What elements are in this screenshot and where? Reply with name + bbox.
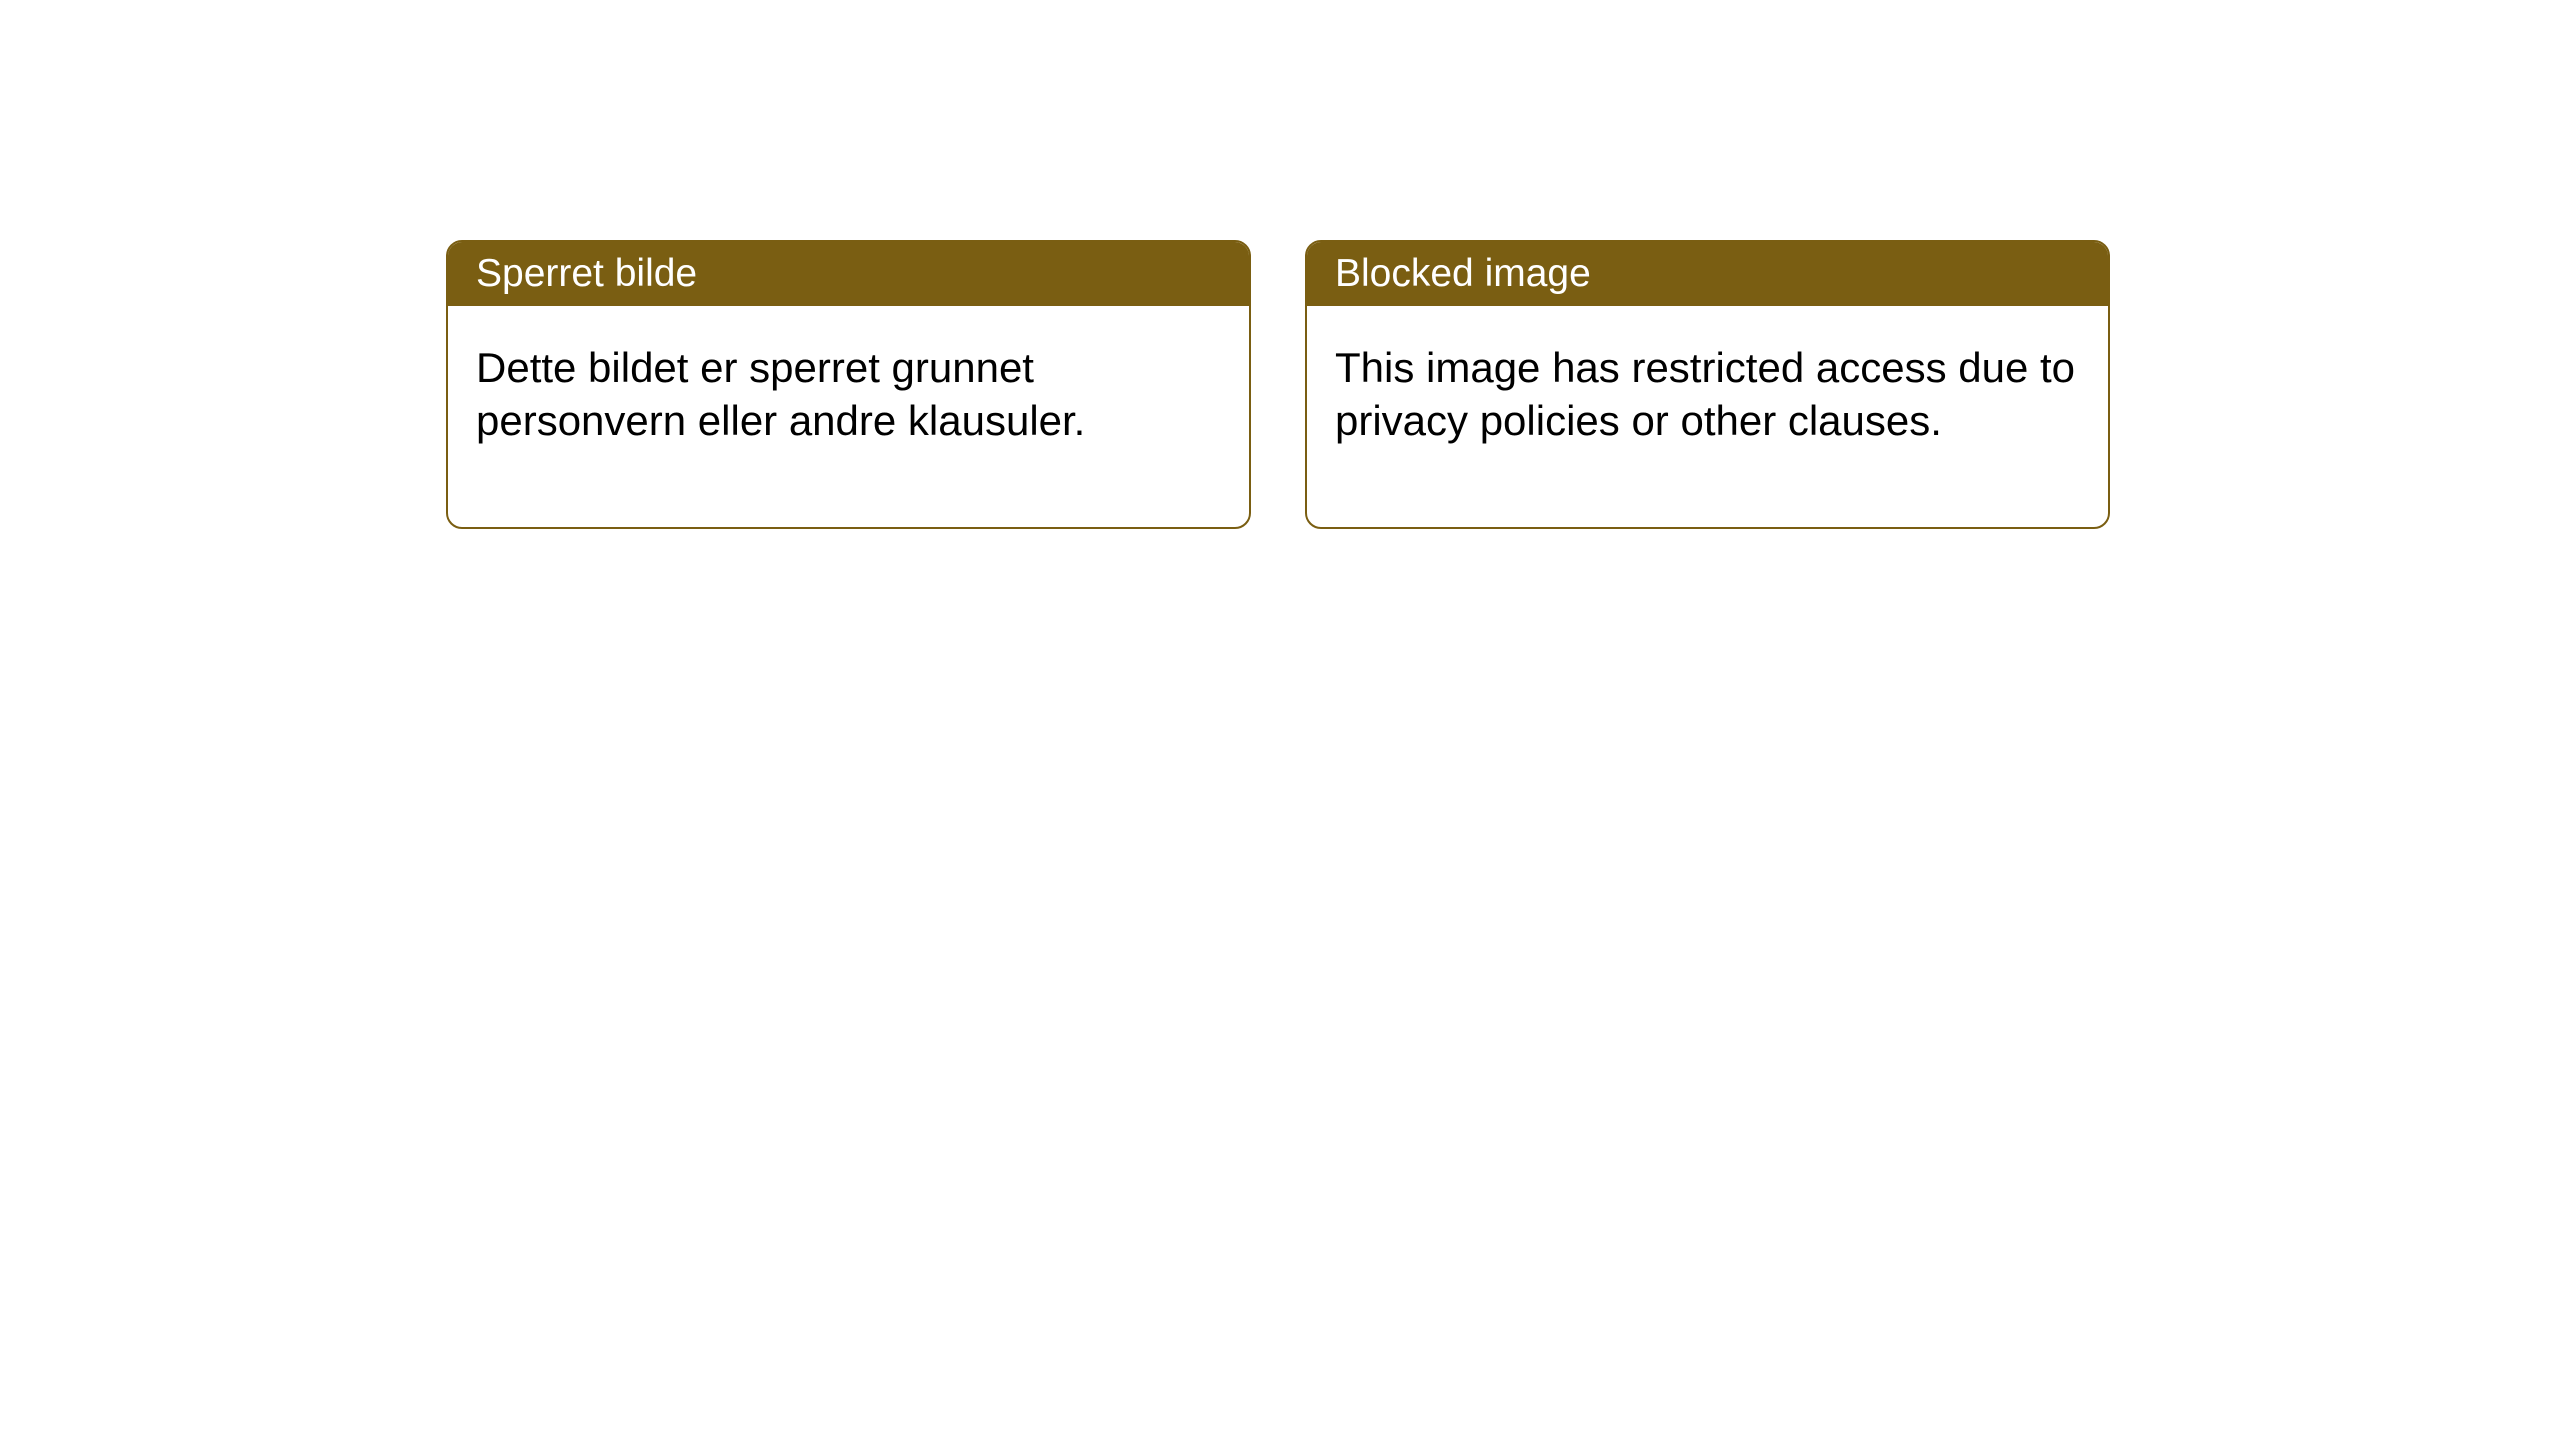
notice-card-header: Blocked image <box>1307 242 2108 306</box>
notice-card-title: Sperret bilde <box>476 252 697 295</box>
notice-card-header: Sperret bilde <box>448 242 1249 306</box>
notice-card-body-text: This image has restricted access due to … <box>1335 344 2075 444</box>
notice-card-title: Blocked image <box>1335 252 1591 295</box>
notice-card-body-text: Dette bildet er sperret grunnet personve… <box>476 344 1085 444</box>
notice-card-english: Blocked image This image has restricted … <box>1305 240 2110 529</box>
notice-card-body: Dette bildet er sperret grunnet personve… <box>448 306 1249 527</box>
notice-card-body: This image has restricted access due to … <box>1307 306 2108 527</box>
notice-cards-container: Sperret bilde Dette bildet er sperret gr… <box>446 240 2110 529</box>
notice-card-norwegian: Sperret bilde Dette bildet er sperret gr… <box>446 240 1251 529</box>
